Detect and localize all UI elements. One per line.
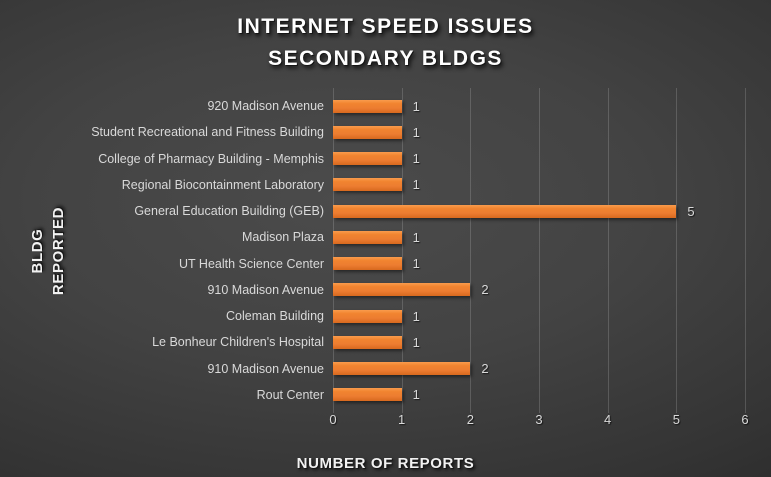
gridline xyxy=(607,88,609,413)
bar[interactable] xyxy=(333,204,677,218)
gridline xyxy=(745,88,746,413)
category-label: Madison Plaza xyxy=(242,230,324,245)
bar-row: Student Recreational and Fitness Buildin… xyxy=(0,119,745,145)
bar[interactable] xyxy=(333,178,402,192)
x-tick-label: 0 xyxy=(329,412,337,427)
bar-value-label: 1 xyxy=(412,151,420,167)
bar-track: 2 xyxy=(333,356,745,382)
bar-value-label: 1 xyxy=(412,177,420,193)
bar-value-label: 1 xyxy=(412,229,420,245)
bar-row: 910 Madison Avenue 2 xyxy=(0,277,745,303)
bar-row: Regional Biocontainment Laboratory 1 xyxy=(0,172,745,198)
bar-value-label: 2 xyxy=(481,282,489,298)
bar-row: 920 Madison Avenue 1 xyxy=(0,93,745,119)
bar-track: 1 xyxy=(333,224,745,250)
chart-title-line1: INTERNET SPEED ISSUES xyxy=(237,15,534,38)
category-label: Coleman Building xyxy=(226,309,324,324)
bar-value-label: 5 xyxy=(687,203,695,219)
bar[interactable] xyxy=(333,335,402,349)
x-axis-title: NUMBER OF REPORTS xyxy=(296,455,475,472)
bar-track: 1 xyxy=(333,382,745,408)
category-label: 920 Madison Avenue xyxy=(207,99,324,114)
gridline xyxy=(539,88,540,413)
bar-row: Madison Plaza 1 xyxy=(0,224,745,250)
bar[interactable] xyxy=(333,283,471,297)
bar[interactable] xyxy=(333,362,471,376)
category-label: Regional Biocontainment Laboratory xyxy=(121,177,324,192)
category-label: 910 Madison Avenue xyxy=(207,282,324,297)
bar-value-label: 1 xyxy=(412,256,420,272)
bar-row: Rout Center 1 xyxy=(0,382,745,408)
category-label: College of Pharmacy Building - Memphis xyxy=(98,151,324,166)
bar-value-label: 1 xyxy=(412,387,420,403)
bar-track: 1 xyxy=(333,172,745,198)
chart-title: INTERNET SPEED ISSUES SECONDARY BLDGS xyxy=(0,11,771,75)
gridline xyxy=(333,88,334,413)
gridline xyxy=(470,88,472,413)
x-tick-label: 1 xyxy=(398,412,406,427)
x-tick-labels: 0 1 2 3 4 5 6 xyxy=(329,412,749,428)
gridline xyxy=(676,88,678,413)
bar[interactable] xyxy=(333,99,402,113)
bar-track: 1 xyxy=(333,93,745,119)
bar[interactable] xyxy=(333,309,402,323)
bar-row: Coleman Building 1 xyxy=(0,303,745,329)
plot-area xyxy=(333,88,746,413)
category-label: Le Bonheur Children's Hospital xyxy=(152,335,324,350)
category-label: Rout Center xyxy=(256,387,324,402)
bar-track: 1 xyxy=(333,251,745,277)
bar-track: 2 xyxy=(333,277,745,303)
bar[interactable] xyxy=(333,230,402,244)
bar-row: General Education Building (GEB) 5 xyxy=(0,198,745,224)
x-tick-label: 4 xyxy=(604,412,612,427)
bar-value-label: 1 xyxy=(412,334,420,350)
bar-row: Le Bonheur Children's Hospital 1 xyxy=(0,329,745,355)
bar-value-label: 1 xyxy=(412,124,420,140)
category-label: Student Recreational and Fitness Buildin… xyxy=(91,125,324,140)
bar-track: 1 xyxy=(333,329,745,355)
x-tick-label: 6 xyxy=(741,412,749,427)
bar[interactable] xyxy=(333,152,402,166)
bar-value-label: 1 xyxy=(412,98,420,114)
category-label: 910 Madison Avenue xyxy=(207,361,324,376)
bar-row: 910 Madison Avenue 2 xyxy=(0,356,745,382)
x-tick-label: 5 xyxy=(672,412,680,427)
category-label: General Education Building (GEB) xyxy=(134,204,324,219)
chart-title-line2: SECONDARY BLDGS xyxy=(268,47,503,70)
bar-value-label: 2 xyxy=(481,361,489,377)
x-tick-label: 3 xyxy=(535,412,543,427)
bar-row: UT Health Science Center 1 xyxy=(0,251,745,277)
x-tick-label: 2 xyxy=(466,412,474,427)
bar[interactable] xyxy=(333,257,402,271)
category-label: UT Health Science Center xyxy=(179,256,324,271)
bar[interactable] xyxy=(333,388,402,402)
bar-row: College of Pharmacy Building - Memphis 1 xyxy=(0,146,745,172)
gridline xyxy=(401,88,403,413)
bar-value-label: 1 xyxy=(412,308,420,324)
bar-track: 1 xyxy=(333,119,745,145)
bar-track: 1 xyxy=(333,303,745,329)
bar-track: 5 xyxy=(333,198,745,224)
bar[interactable] xyxy=(333,125,402,139)
bar-track: 1 xyxy=(333,146,745,172)
plot-rows: 920 Madison Avenue 1 Student Recreationa… xyxy=(0,93,745,408)
